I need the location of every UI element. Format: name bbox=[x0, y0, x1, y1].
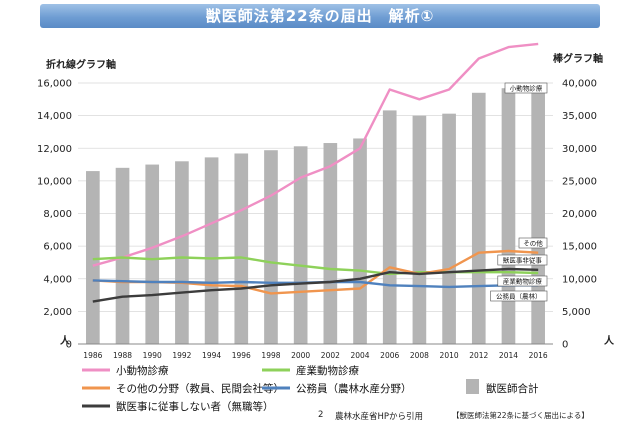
x-tick-label: 2006 bbox=[380, 351, 399, 360]
right-axis-title: 棒グラフ軸 bbox=[553, 52, 603, 65]
bar-2008 bbox=[412, 115, 427, 344]
legend-label-2: その他の分野（教員、民間会社等） bbox=[116, 382, 284, 395]
bar-1994 bbox=[204, 157, 219, 344]
series-line-4 bbox=[92, 267, 539, 303]
x-tick-label: 2000 bbox=[291, 351, 310, 360]
right-tick-label: 5,000 bbox=[562, 307, 591, 318]
left-tick-label: 12,000 bbox=[37, 144, 72, 155]
source-note: 農林水産省HPから引用 bbox=[335, 412, 424, 422]
right-tick-label: 10,000 bbox=[562, 274, 597, 285]
inline-label-box bbox=[497, 254, 548, 266]
x-tick-label: 2010 bbox=[440, 351, 459, 360]
x-tick-label: 2008 bbox=[410, 351, 429, 360]
x-tick-label: 2002 bbox=[321, 351, 340, 360]
legend-swatch-bar bbox=[466, 379, 479, 394]
right-tick-label: 35,000 bbox=[562, 111, 597, 122]
left-tick-label: 10,000 bbox=[37, 176, 72, 187]
page-number: 2 bbox=[318, 410, 324, 420]
bar-2002 bbox=[323, 143, 338, 344]
bar-2004 bbox=[353, 138, 367, 344]
left-axis-unit: 人 bbox=[60, 334, 71, 347]
inline-label-box bbox=[518, 237, 548, 249]
title-banner: 獣医師法第22条の届出 解析① bbox=[40, 4, 600, 28]
left-tick-label: 4,000 bbox=[43, 274, 72, 285]
bar-2012 bbox=[471, 92, 486, 344]
bar-2014 bbox=[501, 88, 516, 344]
left-tick-label: 8,000 bbox=[43, 209, 72, 220]
x-tick-label: 1998 bbox=[261, 351, 280, 360]
x-tick-label: 2014 bbox=[499, 351, 518, 360]
inline-label-3: 公務員（農林） bbox=[496, 292, 542, 301]
right-tick-label: 15,000 bbox=[562, 242, 597, 253]
left-tick-label: 14,000 bbox=[37, 111, 72, 122]
left-tick-label: 0 bbox=[66, 340, 72, 351]
bar-1998 bbox=[264, 150, 278, 344]
x-tick-label: 1994 bbox=[202, 351, 221, 360]
bar-1996 bbox=[234, 153, 249, 344]
bar-1992 bbox=[175, 161, 189, 344]
x-tick-label: 1996 bbox=[232, 351, 251, 360]
inline-label-0: 小動物診療 bbox=[510, 84, 543, 93]
right-tick-label: 0 bbox=[562, 340, 568, 351]
legend-label-0: 小動物診療 bbox=[116, 364, 169, 377]
right-tick-label: 20,000 bbox=[562, 209, 597, 220]
inline-label-4: 獣医事非従事 bbox=[503, 256, 543, 265]
right-tick-label: 40,000 bbox=[562, 79, 597, 90]
left-axis-title: 折れ線グラフ軸 bbox=[46, 58, 116, 71]
bar-2006 bbox=[382, 110, 397, 344]
legend-label-4: 獣医事に従事しない者（無職等） bbox=[116, 400, 274, 413]
x-tick-label: 2016 bbox=[529, 351, 548, 360]
x-tick-label: 1990 bbox=[143, 351, 162, 360]
x-tick-label: 1992 bbox=[172, 351, 191, 360]
legend-label-1: 産業動物診療 bbox=[296, 364, 359, 377]
inline-label-1: 産業動物診療 bbox=[503, 277, 543, 286]
bar-2000 bbox=[293, 146, 308, 344]
inline-label-2: その他 bbox=[523, 239, 543, 248]
bar-1990 bbox=[145, 164, 160, 344]
bar-1988 bbox=[115, 167, 130, 344]
bar-1986 bbox=[86, 171, 100, 344]
right-tick-label: 25,000 bbox=[562, 176, 597, 187]
right-tick-label: 30,000 bbox=[562, 144, 597, 155]
page-title: 獣医師法第22条の届出 解析① bbox=[205, 7, 435, 25]
x-tick-label: 1986 bbox=[83, 351, 102, 360]
x-tick-label: 1988 bbox=[113, 351, 132, 360]
left-tick-label: 2,000 bbox=[43, 307, 72, 318]
legend-label-3: 公務員（農林水産分野） bbox=[296, 382, 412, 395]
inline-label-box bbox=[490, 290, 548, 302]
x-tick-label: 2012 bbox=[469, 351, 488, 360]
inline-label-box bbox=[497, 275, 548, 287]
series-line-0 bbox=[92, 42, 539, 267]
left-tick-label: 6,000 bbox=[43, 242, 72, 253]
bar-2010 bbox=[442, 113, 456, 344]
left-tick-label: 16,000 bbox=[37, 79, 72, 90]
bar-2016 bbox=[531, 89, 545, 345]
citation-note: 【獣医師法第22条に基づく届出による】 bbox=[452, 411, 589, 420]
x-tick-label: 2004 bbox=[350, 351, 369, 360]
legend-label-bar: 獣医師合計 bbox=[486, 382, 539, 395]
inline-label-box bbox=[504, 82, 548, 94]
right-axis-unit: 人 bbox=[604, 334, 615, 347]
